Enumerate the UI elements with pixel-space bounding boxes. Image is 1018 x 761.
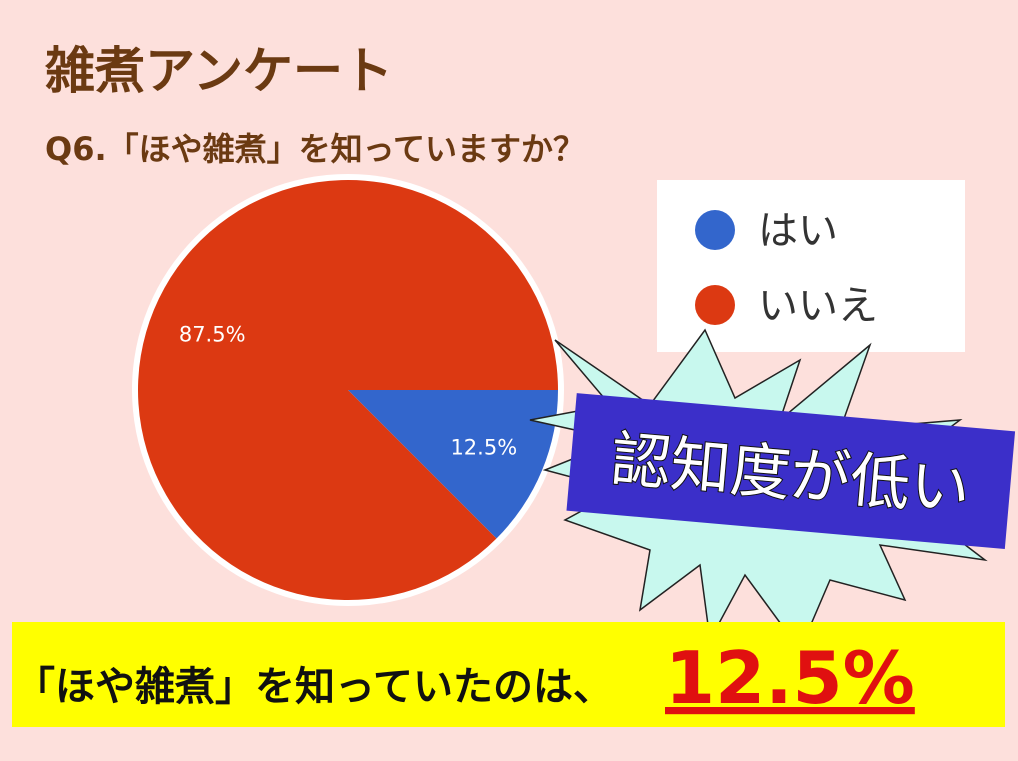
summary-box (12, 622, 1005, 727)
chart-title: 雑煮アンケート (44, 42, 393, 100)
legend-label: いいえ (758, 283, 878, 329)
legend-label: はい (758, 208, 838, 254)
summary-text: 「ほや雑煮」を知っていたのは、 (15, 664, 613, 710)
pie-slice (348, 390, 558, 539)
legend-swatch (695, 285, 735, 325)
callout-box (566, 393, 1016, 549)
chart-subtitle: Q6.「ほや雑煮」を知っていますか？ (45, 130, 585, 168)
callout-banner: 認知度が低い (566, 393, 1016, 549)
legend-swatch (695, 210, 735, 250)
slice-label: 12.5% (450, 435, 517, 459)
slice-label: 87.5% (179, 323, 246, 347)
summary-highlight: 12.5% (665, 636, 915, 720)
pie-slice (138, 179, 558, 600)
pie: 12.5% 87.5% (132, 174, 564, 606)
